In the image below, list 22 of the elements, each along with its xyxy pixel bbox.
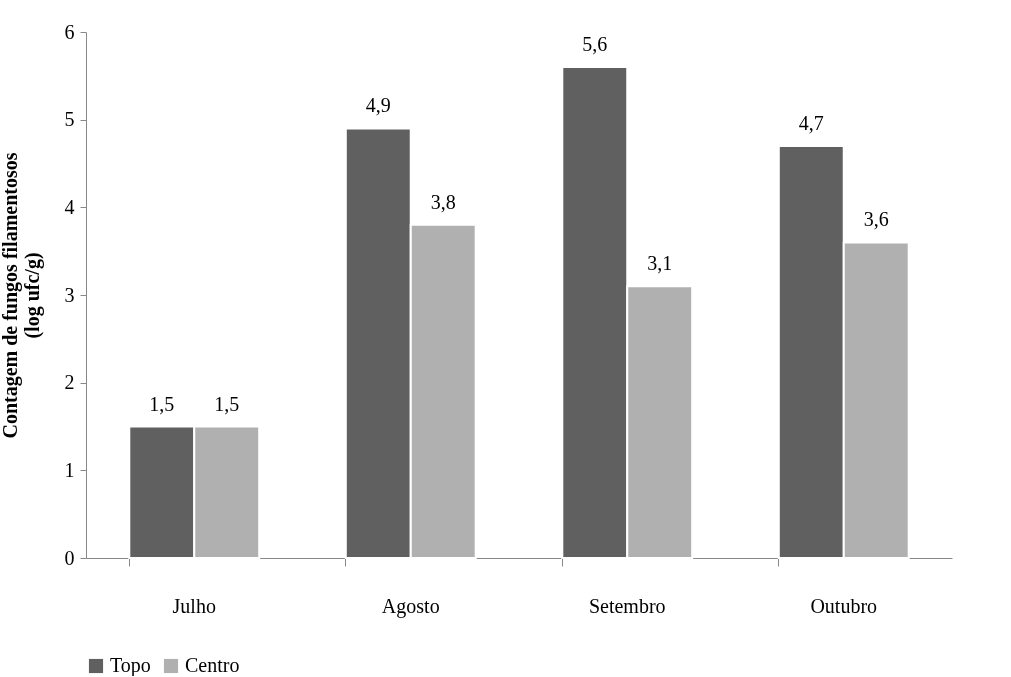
data-label: 4,9: [365, 94, 391, 117]
y-tick-label: 3: [64, 283, 75, 306]
data-label: 5,6: [582, 33, 608, 56]
y-tick-label: 2: [64, 371, 75, 394]
data-label: 4,7: [798, 111, 824, 134]
legend-label: Centro: [185, 654, 240, 676]
data-label: 3,8: [430, 190, 456, 213]
x-tick-label: Setembro: [588, 594, 666, 617]
legend-label: Topo: [110, 654, 151, 677]
data-label: 3,6: [863, 208, 889, 231]
y-tick-label: 0: [64, 546, 75, 569]
data-label: 1,5: [149, 392, 175, 415]
y-tick-label: 5: [64, 108, 75, 131]
data-label: 3,1: [647, 252, 673, 275]
y-tick-label: 6: [64, 20, 75, 43]
y-tick-label: 1: [64, 458, 75, 481]
x-tick-label: Outubro: [810, 594, 878, 617]
data-label: 1,5: [214, 392, 240, 415]
x-tick-label: Julho: [172, 594, 216, 617]
y-axis-title: Contagem de fungos filamentosos (log ufc/g): [0, 152, 44, 439]
x-tick-label: Agosto: [381, 594, 440, 618]
y-tick-label: 4: [64, 195, 75, 218]
